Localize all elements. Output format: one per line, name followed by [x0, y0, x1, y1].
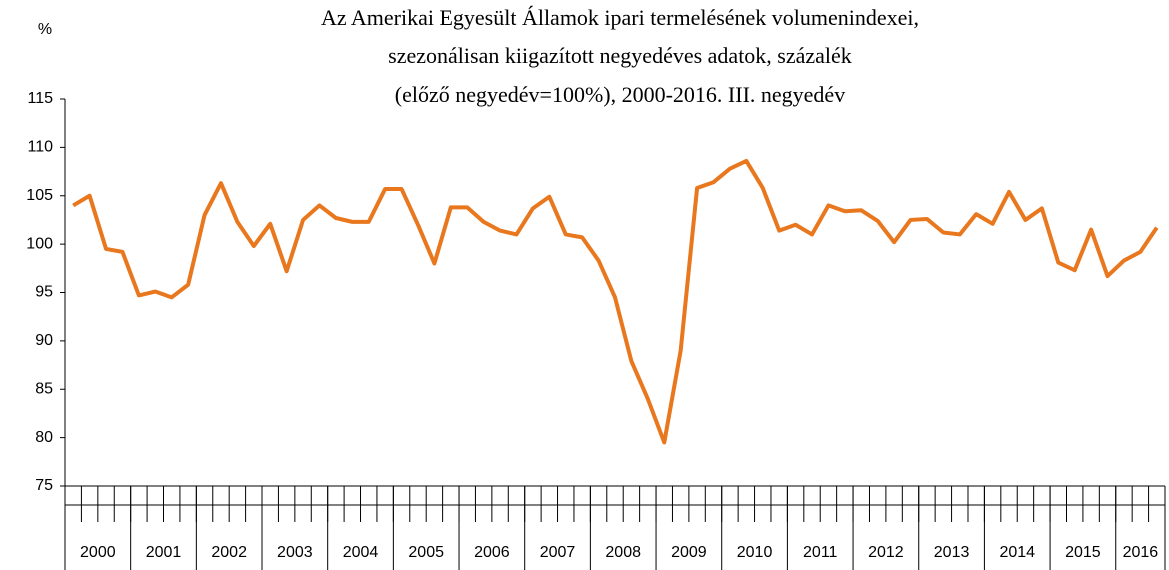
y-tick-label: 85 [35, 380, 53, 397]
x-group-label: 2016 [1123, 544, 1159, 561]
x-group-label: 2005 [408, 544, 444, 561]
x-group-label: 2013 [934, 544, 970, 561]
x-group-label: 2003 [277, 544, 313, 561]
x-group-label: 2009 [671, 544, 707, 561]
x-group-label: 2012 [868, 544, 904, 561]
y-tick-label: 95 [35, 284, 53, 301]
x-group-label: 2010 [737, 544, 773, 561]
y-tick-label: 110 [27, 139, 53, 156]
chart-title: (előző negyedév=100%), 2000-2016. III. n… [395, 82, 845, 107]
x-group-label: 2000 [80, 544, 116, 561]
x-group-label: 2004 [343, 544, 379, 561]
y-tick-label: 115 [27, 90, 53, 107]
x-group-label: 2006 [474, 544, 510, 561]
y-tick-label: 100 [26, 235, 53, 252]
x-group-label: 2011 [803, 544, 838, 561]
x-group-label: 2001 [146, 544, 182, 561]
y-tick-label: 75 [35, 477, 53, 494]
y-tick-label: 80 [35, 429, 53, 446]
x-group-label: 2015 [1065, 544, 1101, 561]
chart-title: Az Amerikai Egyesült Államok ipari terme… [321, 5, 919, 30]
x-group-label: 2007 [540, 544, 576, 561]
x-group-label: 2014 [999, 544, 1035, 561]
x-group-label: 2008 [605, 544, 641, 561]
y-tick-label: 90 [35, 332, 53, 349]
x-group-label: 2002 [211, 544, 247, 561]
chart-title: szezonálisan kiigazított negyedéves adat… [388, 43, 852, 68]
y-tick-label: 105 [26, 187, 53, 204]
y-axis-label: % [38, 21, 52, 38]
data-line [72, 158, 1159, 445]
